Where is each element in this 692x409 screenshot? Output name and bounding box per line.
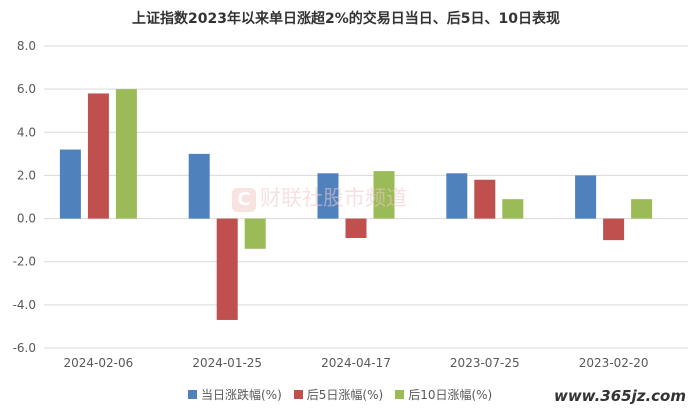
legend-item-2: 后5日涨幅(%) <box>293 386 384 403</box>
bar-当日涨跌幅(%) <box>317 173 339 219</box>
bar-后10日涨幅(%) <box>631 199 653 219</box>
legend-label: 后10日涨幅(%) <box>408 388 493 402</box>
x-tick-label: 2024-01-25 <box>192 356 262 370</box>
bar-后5日涨幅(%) <box>603 218 625 241</box>
x-tick-label: 2023-02-20 <box>579 356 649 370</box>
bar-后5日涨幅(%) <box>87 93 109 219</box>
legend-swatch <box>395 390 405 399</box>
legend-swatch <box>293 390 303 399</box>
y-axis-ticks: 8.0 6.0 4.0 2.0 0.0 -2.0 -4.0 -6.0 <box>13 39 36 355</box>
y-tick-label: 2.0 <box>17 168 36 182</box>
y-tick-label: 0.0 <box>17 212 36 226</box>
y-tick-label: 6.0 <box>17 82 36 96</box>
bar-后10日涨幅(%) <box>244 218 266 249</box>
bar-后5日涨幅(%) <box>345 218 367 238</box>
y-tick-label: -6.0 <box>13 341 36 355</box>
legend-item-3: 后10日涨幅(%) <box>395 386 492 403</box>
bar-后10日涨幅(%) <box>502 199 524 219</box>
legend-label: 当日涨跌幅(%) <box>201 388 282 402</box>
x-tick-label: 2024-02-06 <box>64 356 134 370</box>
x-tick-label: 2023-07-25 <box>450 356 520 370</box>
bar-后10日涨幅(%) <box>373 171 395 219</box>
watermark: C 财联社股市频道 <box>232 182 407 212</box>
y-tick-label: 4.0 <box>17 125 36 139</box>
x-axis-ticks: 2024-02-06 2024-01-25 2024-04-17 2023-07-25… <box>64 356 649 370</box>
legend-label: 后5日涨幅(%) <box>306 388 384 402</box>
y-tick-label: -2.0 <box>13 255 36 269</box>
site-watermark: www.365jz.com <box>553 387 686 405</box>
legend-swatch <box>188 390 197 399</box>
chart-title: 上证指数2023年以来单日涨超2%的交易日当日、后5日、10日表现 <box>132 11 560 27</box>
legend-item-1: 当日涨跌幅(%) <box>188 386 282 403</box>
x-tick-label: 2024-04-17 <box>321 356 391 370</box>
bar-后10日涨幅(%) <box>115 89 137 219</box>
y-tick-label: -4.0 <box>13 298 36 312</box>
bar-当日涨跌幅(%) <box>59 149 81 219</box>
bar-当日涨跌幅(%) <box>575 175 597 219</box>
bar-后5日涨幅(%) <box>474 179 496 219</box>
legend: 当日涨跌幅(%) 后5日涨幅(%) 后10日涨幅(%) <box>188 386 498 403</box>
watermark-logo-icon: C <box>232 188 256 212</box>
bars <box>59 89 653 320</box>
bar-后5日涨幅(%) <box>216 218 238 320</box>
y-tick-label: 8.0 <box>17 39 36 53</box>
bar-当日涨跌幅(%) <box>188 153 210 219</box>
bar-当日涨跌幅(%) <box>446 173 468 219</box>
watermark-text: 财联社股市频道 <box>260 186 407 210</box>
